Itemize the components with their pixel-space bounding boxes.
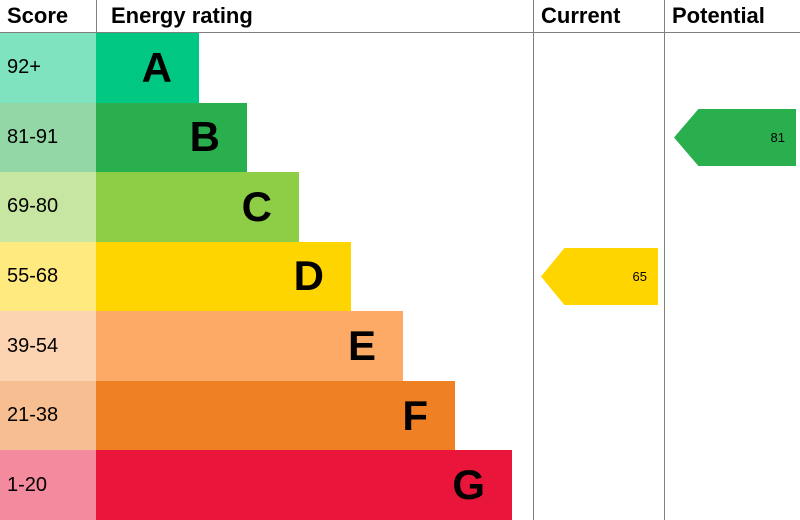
- rating-row-g: G: [96, 450, 533, 520]
- rating-bar-c: C: [96, 172, 299, 242]
- current-cell-f: [533, 380, 664, 451]
- score-range-c: 69-80: [0, 172, 96, 242]
- current-cell-a: [533, 33, 664, 103]
- potential-cell-b: [664, 102, 800, 173]
- rating-row-b: B: [96, 102, 533, 173]
- rating-letter-c: C: [241, 182, 272, 230]
- current-cell-d: [533, 241, 664, 312]
- rating-row-f: F: [96, 380, 533, 451]
- potential-cell-g: [664, 450, 800, 520]
- header-potential: Potential: [664, 0, 800, 33]
- score-range-b: 81-91: [0, 102, 96, 173]
- rating-bar-e: E: [96, 311, 403, 381]
- potential-rating-value: 81: [770, 130, 785, 145]
- potential-cell-a: [664, 33, 800, 103]
- potential-cell-f: [664, 380, 800, 451]
- rating-row-e: E: [96, 311, 533, 381]
- score-range-a: 92+: [0, 33, 96, 103]
- potential-cell-d: [664, 241, 800, 312]
- header-score: Score: [0, 0, 96, 33]
- rating-row-c: C: [96, 172, 533, 242]
- rating-letter-d: D: [293, 252, 324, 300]
- current-rating-value: 65: [632, 269, 647, 284]
- rating-bar-f: F: [96, 380, 455, 451]
- score-range-g: 1-20: [0, 450, 96, 520]
- potential-rating-arrow: 81: [674, 109, 796, 166]
- potential-cell-c: [664, 172, 800, 242]
- header-current: Current: [533, 0, 664, 33]
- rating-bar-d: D: [96, 241, 351, 312]
- rating-letter-g: G: [452, 461, 485, 509]
- header-energy-rating: Energy rating: [96, 0, 533, 33]
- current-cell-c: [533, 172, 664, 242]
- current-rating-arrow: 65: [541, 248, 658, 305]
- current-cell-e: [533, 311, 664, 381]
- rating-letter-f: F: [402, 391, 428, 439]
- current-cell-b: [533, 102, 664, 173]
- rating-row-a: A: [96, 33, 533, 103]
- rating-bar-g: G: [96, 450, 512, 520]
- rating-letter-a: A: [141, 43, 172, 91]
- rating-letter-b: B: [189, 113, 220, 161]
- rating-bar-b: B: [96, 102, 247, 173]
- score-range-d: 55-68: [0, 241, 96, 312]
- score-range-e: 39-54: [0, 311, 96, 381]
- current-cell-g: [533, 450, 664, 520]
- score-range-f: 21-38: [0, 380, 96, 451]
- potential-cell-e: [664, 311, 800, 381]
- rating-bar-a: A: [96, 33, 199, 103]
- rating-letter-e: E: [347, 322, 376, 370]
- rating-row-d: D: [96, 241, 533, 312]
